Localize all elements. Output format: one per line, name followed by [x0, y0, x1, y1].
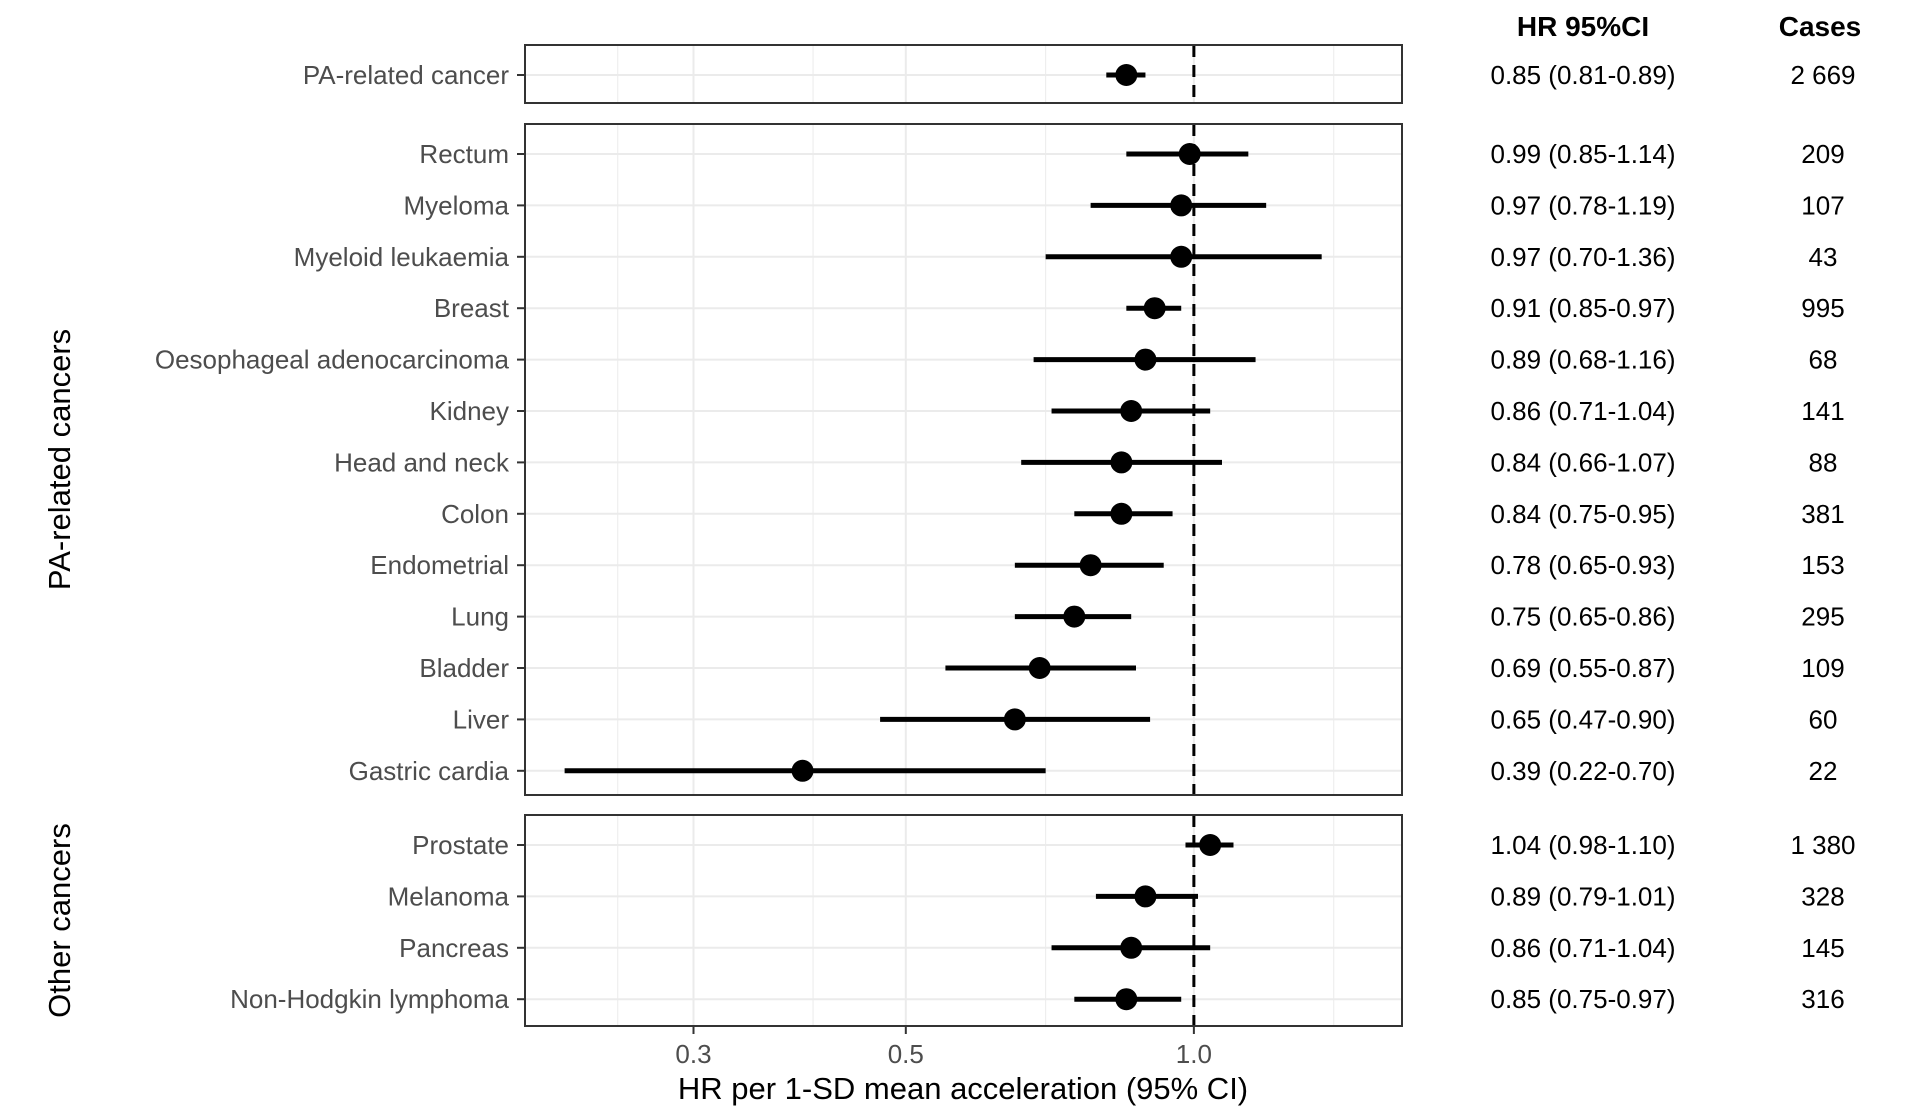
row-label: Breast	[434, 293, 510, 323]
x-tick-label: 0.5	[888, 1039, 924, 1069]
cases-value: 995	[1801, 293, 1844, 323]
hr-ci-value: 0.97 (0.78-1.19)	[1490, 190, 1675, 220]
cases-value: 153	[1801, 550, 1844, 580]
hr-ci-value: 0.84 (0.75-0.95)	[1490, 499, 1675, 529]
cases-column-header: Cases	[1779, 11, 1862, 42]
hr-ci-value: 0.65 (0.47-0.90)	[1490, 704, 1675, 734]
hr-point	[1079, 554, 1102, 577]
hr-ci-value: 0.39 (0.22-0.70)	[1490, 756, 1675, 786]
row-label: Kidney	[430, 396, 510, 426]
cases-value: 107	[1801, 190, 1844, 220]
hr-column-header: HR 95%CI	[1517, 11, 1649, 42]
hr-point	[1063, 605, 1086, 628]
panel-group-label: PA-related cancers	[42, 329, 77, 590]
hr-point	[1134, 885, 1157, 908]
row-label: Gastric cardia	[349, 756, 510, 786]
cases-value: 145	[1801, 933, 1844, 963]
cases-value: 141	[1801, 396, 1844, 426]
hr-ci-value: 0.99 (0.85-1.14)	[1490, 139, 1675, 169]
hr-point	[1170, 245, 1193, 268]
hr-point	[791, 759, 814, 782]
hr-point	[1115, 988, 1138, 1011]
cases-value: 381	[1801, 499, 1844, 529]
row-label: Myeloid leukaemia	[294, 242, 510, 272]
x-tick-label: 1.0	[1176, 1039, 1212, 1069]
hr-ci-value: 0.84 (0.66-1.07)	[1490, 447, 1675, 477]
cases-value: 60	[1809, 704, 1838, 734]
row-label: PA-related cancer	[303, 60, 510, 90]
hr-point	[1028, 657, 1051, 679]
hr-point	[1115, 64, 1138, 86]
hr-point	[1110, 502, 1133, 525]
row-label: Liver	[453, 704, 510, 734]
x-axis: HR per 1-SD mean acceleration (95% CI) 0…	[675, 1026, 1248, 1106]
hr-point	[1134, 348, 1157, 371]
panel-border	[524, 814, 1403, 1027]
hr-point	[1143, 297, 1166, 320]
cases-value: 295	[1801, 602, 1844, 632]
hr-ci-value: 0.69 (0.55-0.87)	[1490, 653, 1675, 683]
row-label: Head and neck	[334, 447, 510, 477]
row-label: Rectum	[419, 139, 509, 169]
row-label: Melanoma	[388, 881, 510, 911]
panel-group-labels: PA-related cancers Other cancers	[42, 329, 77, 1018]
row-label: Endometrial	[370, 550, 509, 580]
cases-value: 1 380	[1790, 830, 1855, 860]
x-tick-label: 0.3	[675, 1039, 711, 1069]
row-label: Prostate	[412, 830, 509, 860]
cases-value: 88	[1809, 447, 1838, 477]
cases-value: 328	[1801, 881, 1844, 911]
hr-ci-value: 0.75 (0.65-0.86)	[1490, 602, 1675, 632]
row-label: Non-Hodgkin lymphoma	[230, 984, 509, 1014]
cases-value: 68	[1809, 345, 1838, 375]
results-table: HR 95%CI Cases 0.85 (0.81-0.89) 2 669 0.99…	[1490, 11, 1861, 1014]
hr-point	[1120, 400, 1143, 422]
panel-border	[524, 123, 1403, 796]
hr-ci-value: 1.04 (0.98-1.10)	[1490, 830, 1675, 860]
row-label: Colon	[441, 499, 509, 529]
row-label: Bladder	[419, 653, 509, 683]
hr-ci-value: 0.78 (0.65-0.93)	[1490, 550, 1675, 580]
cases-value: 316	[1801, 984, 1844, 1014]
cases-value: 43	[1809, 242, 1838, 272]
hr-point	[1178, 143, 1201, 165]
gridlines	[525, 45, 1402, 1026]
hr-ci-value: 0.85 (0.75-0.97)	[1490, 984, 1675, 1014]
hr-ci-value: 0.86 (0.71-1.04)	[1490, 396, 1675, 426]
row-label: Pancreas	[399, 933, 509, 963]
row-label: Oesophageal adenocarcinoma	[155, 345, 510, 375]
cases-value: 209	[1801, 139, 1844, 169]
hr-point	[1110, 451, 1133, 474]
row-label: Lung	[451, 602, 509, 632]
panel-group-label: Other cancers	[42, 823, 77, 1018]
panel-borders	[524, 44, 1403, 1027]
hr-ci-value: 0.85 (0.81-0.89)	[1490, 60, 1675, 90]
hr-point	[1120, 936, 1143, 959]
row-label: Myeloma	[404, 190, 510, 220]
cases-value: 109	[1801, 653, 1844, 683]
hr-ci-value: 0.86 (0.71-1.04)	[1490, 933, 1675, 963]
hr-ci-value: 0.91 (0.85-0.97)	[1490, 293, 1675, 323]
hr-point	[1199, 834, 1222, 856]
row-labels: PA-related cancer Rectum Myeloma Myeloid le…	[155, 60, 525, 1014]
x-axis-title: HR per 1-SD mean acceleration (95% CI)	[678, 1071, 1248, 1106]
data-marks	[564, 64, 1322, 1011]
cases-value: 2 669	[1790, 60, 1855, 90]
hr-ci-value: 0.97 (0.70-1.36)	[1490, 242, 1675, 272]
hr-ci-value: 0.89 (0.68-1.16)	[1490, 345, 1675, 375]
hr-point	[1003, 708, 1026, 731]
hr-ci-value: 0.89 (0.79-1.01)	[1490, 881, 1675, 911]
cases-value: 22	[1809, 756, 1838, 786]
hr-point	[1170, 194, 1193, 217]
